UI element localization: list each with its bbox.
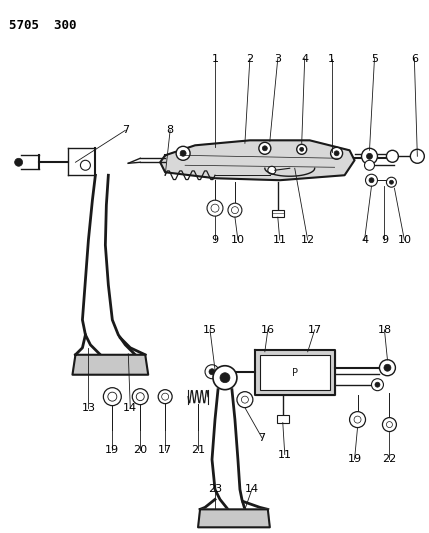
Text: 14: 14 — [245, 484, 259, 495]
Circle shape — [375, 382, 380, 387]
Circle shape — [387, 177, 396, 187]
Text: 10: 10 — [231, 235, 245, 245]
Text: 11: 11 — [278, 449, 292, 459]
Circle shape — [103, 387, 121, 406]
Text: 1: 1 — [211, 53, 218, 63]
Circle shape — [209, 369, 215, 375]
Circle shape — [242, 396, 248, 403]
Circle shape — [383, 417, 396, 432]
Circle shape — [180, 150, 186, 156]
Circle shape — [158, 390, 172, 403]
Text: 4: 4 — [361, 235, 368, 245]
Circle shape — [297, 144, 307, 154]
Text: 19: 19 — [105, 445, 119, 455]
Text: 3: 3 — [274, 53, 281, 63]
Text: 5705  300: 5705 300 — [9, 19, 76, 31]
Circle shape — [136, 393, 144, 401]
Circle shape — [176, 147, 190, 160]
Circle shape — [162, 393, 169, 400]
Circle shape — [15, 158, 23, 166]
Circle shape — [366, 174, 378, 186]
Text: 19: 19 — [347, 455, 362, 464]
Text: 18: 18 — [378, 325, 392, 335]
Circle shape — [350, 411, 366, 427]
Circle shape — [384, 364, 391, 371]
Circle shape — [334, 151, 339, 156]
Circle shape — [380, 360, 396, 376]
Text: 4: 4 — [301, 53, 308, 63]
Text: 10: 10 — [397, 235, 411, 245]
Circle shape — [365, 160, 375, 170]
Circle shape — [259, 142, 271, 154]
Bar — [272, 210, 284, 217]
Polygon shape — [73, 355, 148, 375]
Circle shape — [362, 148, 378, 164]
Circle shape — [331, 147, 343, 159]
Circle shape — [366, 154, 372, 159]
Text: 1: 1 — [328, 53, 335, 63]
Bar — [260, 355, 329, 390]
Text: P: P — [292, 368, 298, 378]
Circle shape — [211, 204, 219, 212]
Circle shape — [369, 177, 374, 183]
Bar — [277, 415, 289, 423]
Text: 17: 17 — [308, 325, 322, 335]
Polygon shape — [160, 140, 354, 180]
Text: 13: 13 — [82, 402, 95, 413]
Text: 6: 6 — [411, 53, 418, 63]
Text: 15: 15 — [203, 325, 217, 335]
Circle shape — [237, 392, 253, 408]
Circle shape — [108, 392, 117, 401]
Circle shape — [354, 416, 361, 423]
Text: 9: 9 — [211, 235, 218, 245]
Circle shape — [207, 200, 223, 216]
Text: 17: 17 — [158, 445, 172, 455]
Circle shape — [268, 166, 276, 174]
Text: 7: 7 — [258, 433, 266, 442]
Text: 14: 14 — [123, 402, 137, 413]
Text: 23: 23 — [208, 484, 222, 495]
Text: 5: 5 — [371, 53, 378, 63]
Text: 8: 8 — [166, 125, 174, 135]
Polygon shape — [255, 350, 335, 394]
Circle shape — [387, 422, 393, 427]
Circle shape — [411, 149, 424, 163]
Text: 12: 12 — [301, 235, 315, 245]
Circle shape — [132, 389, 148, 405]
Circle shape — [300, 147, 304, 151]
Text: 11: 11 — [273, 235, 287, 245]
Circle shape — [387, 150, 399, 162]
Circle shape — [228, 203, 242, 217]
Polygon shape — [198, 510, 270, 527]
Text: 20: 20 — [133, 445, 147, 455]
Circle shape — [220, 373, 230, 383]
Circle shape — [263, 146, 267, 151]
Circle shape — [80, 160, 91, 170]
Text: 9: 9 — [381, 235, 388, 245]
Circle shape — [231, 207, 239, 214]
Text: 7: 7 — [122, 125, 129, 135]
Circle shape — [390, 180, 393, 184]
Circle shape — [205, 365, 219, 379]
Text: 2: 2 — [246, 53, 254, 63]
Text: 22: 22 — [382, 455, 396, 464]
Circle shape — [213, 366, 237, 390]
Text: 16: 16 — [261, 325, 275, 335]
Text: 21: 21 — [191, 445, 205, 455]
Circle shape — [372, 379, 384, 391]
